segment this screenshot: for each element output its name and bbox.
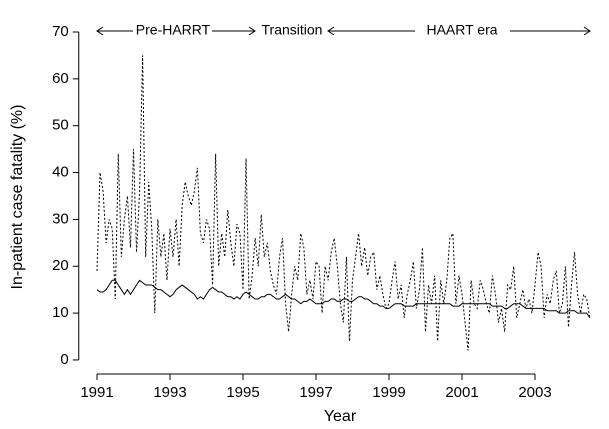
y-tick-label: 0 bbox=[60, 351, 68, 368]
y-tick-label: 40 bbox=[52, 164, 69, 181]
x-tick-label: 1991 bbox=[80, 384, 113, 401]
y-axis-title: In-patient case fatality (%) bbox=[9, 105, 26, 290]
x-tick-label: 1999 bbox=[372, 384, 405, 401]
annotation: Pre-HARRT bbox=[136, 22, 211, 38]
y-tick-label: 30 bbox=[52, 210, 69, 227]
dashed-series-line bbox=[96, 55, 591, 351]
annotation: HAART era bbox=[426, 22, 497, 38]
x-tick-label: 1993 bbox=[153, 384, 186, 401]
era-arrows bbox=[96, 26, 591, 36]
x-tick-label: 1995 bbox=[226, 384, 259, 401]
x-tick-label: 2001 bbox=[445, 384, 478, 401]
x-tick-label: 1997 bbox=[299, 384, 332, 401]
y-tick-label: 60 bbox=[52, 70, 69, 87]
solid-series-line bbox=[96, 279, 591, 319]
y-tick-label: 70 bbox=[52, 23, 69, 40]
annotation: Transition bbox=[262, 22, 323, 38]
x-tick-label: 2003 bbox=[518, 384, 551, 401]
x-axis-title: Year bbox=[324, 408, 357, 425]
y-tick-label: 50 bbox=[52, 117, 69, 134]
y-tick-label: 10 bbox=[52, 304, 69, 321]
y-tick-label: 20 bbox=[52, 257, 69, 274]
